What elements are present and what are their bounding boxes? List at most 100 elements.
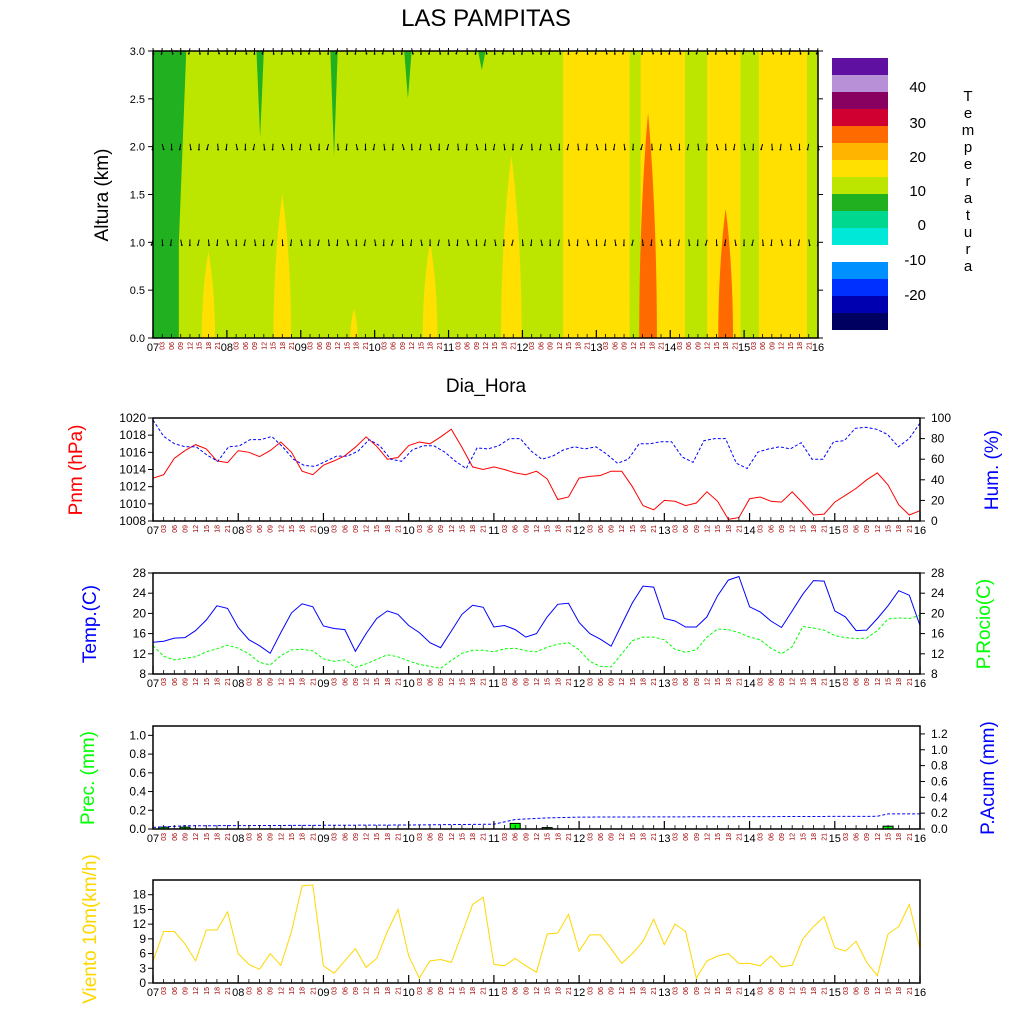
wind-arrow-head xyxy=(697,148,700,151)
wind-arrow-head xyxy=(614,244,617,247)
wind-arrow-head xyxy=(521,53,523,55)
wind-arrow xyxy=(503,143,506,150)
wind-arrow-head xyxy=(484,148,487,151)
wind-left-tick-label: 18 xyxy=(133,888,147,902)
wind-arrow-head xyxy=(732,148,735,151)
pressure-hour-label: 06 xyxy=(854,525,861,533)
pressure-day-label: 08 xyxy=(232,525,244,537)
wind-arrow-head xyxy=(466,53,469,55)
wind-arrow-head xyxy=(225,148,228,151)
wind-arrow xyxy=(779,143,782,150)
section-y-tick-label: 0.5 xyxy=(130,285,145,297)
precip-day-label: 08 xyxy=(232,833,244,845)
temperature-hour-label: 06 xyxy=(257,678,264,686)
wind-arrow-head xyxy=(550,148,553,151)
temperature-hour-label: 03 xyxy=(587,678,594,686)
warm-spikes xyxy=(201,113,734,338)
section-hour-label: 06 xyxy=(317,342,324,350)
wind-arrow-head xyxy=(335,52,338,55)
heatmap-cool-wedge xyxy=(153,51,187,338)
colorbar-label: 20 xyxy=(909,149,926,166)
precip-hour-label: 03 xyxy=(587,833,594,841)
precip-hour-label: 21 xyxy=(310,833,317,841)
pressure-hour-label: 18 xyxy=(811,525,818,533)
wind-arrow-head xyxy=(337,148,340,151)
precip-right-tick-label: 0.6 xyxy=(931,774,948,788)
wind-arrow-head xyxy=(815,52,818,55)
colorbar-title-letter: a xyxy=(964,258,973,275)
wind-arrow xyxy=(363,239,366,246)
precip-hour-label: 09 xyxy=(438,833,445,841)
precip-day-label: 16 xyxy=(914,833,926,845)
wind-hour-label: 06 xyxy=(427,987,434,995)
wind-arrow xyxy=(540,239,543,246)
pressure-day-label: 15 xyxy=(829,525,841,537)
wind-arrow xyxy=(337,143,339,150)
wind-arrow xyxy=(642,239,644,246)
wind-arrow-head xyxy=(594,53,597,55)
wind-arrow xyxy=(604,239,607,246)
wind-arrow-head xyxy=(448,244,451,247)
wind-arrow-head xyxy=(789,244,792,247)
temperature-left-tick-label: 16 xyxy=(133,627,147,641)
colorbar-swatch xyxy=(832,109,888,126)
pressure-hour-label: 15 xyxy=(374,525,381,533)
wind-hour-label: 18 xyxy=(385,987,392,995)
wind-arrow-head xyxy=(678,148,681,151)
wind-hour-label: 18 xyxy=(641,987,648,995)
wind-hour-label: 09 xyxy=(694,987,701,995)
section-hour-label: 09 xyxy=(326,342,333,350)
wind-arrow xyxy=(520,143,523,150)
wind-arrow-head xyxy=(356,148,359,151)
wind-hour-label: 12 xyxy=(364,987,371,995)
precip-hour-label: 09 xyxy=(779,833,786,841)
wind-arrow-head xyxy=(483,244,486,247)
temperature-right-tick-label: 16 xyxy=(931,627,945,641)
colorbar-swatch xyxy=(832,160,888,177)
pressure-day-label: 14 xyxy=(743,525,755,537)
pressure-hour-label: 18 xyxy=(470,525,477,533)
wind-arrow-head xyxy=(797,244,800,247)
wind-arrow-head xyxy=(558,148,561,151)
precip-hour-label: 15 xyxy=(204,833,211,841)
wind-arrow-head xyxy=(161,244,164,247)
section-hour-label: 09 xyxy=(769,342,776,350)
temperature-day-label: 12 xyxy=(573,678,585,690)
temperature-y-label: Temp.(C) xyxy=(80,585,101,663)
wind-hour-label: 09 xyxy=(864,987,871,995)
wind-arrow xyxy=(475,143,479,150)
section-y-tick-label: 0.0 xyxy=(130,333,145,345)
wind-arrow xyxy=(299,143,302,150)
temperature-hour-label: 03 xyxy=(332,678,339,686)
wind-hour-label: 09 xyxy=(182,987,189,995)
pressure-hour-label: 21 xyxy=(822,525,829,533)
wind-hour-label: 06 xyxy=(257,987,264,995)
wind-arrow xyxy=(511,239,514,246)
temperature-right-tick-label: 20 xyxy=(931,606,945,620)
wind-day-label: 14 xyxy=(743,987,755,999)
pressure-hour-label: 15 xyxy=(886,525,893,533)
precip-hour-label: 03 xyxy=(332,833,339,841)
temperature-hour-label: 09 xyxy=(268,678,275,686)
wind-arrow-head xyxy=(245,52,248,55)
pressure-hour-label: 21 xyxy=(396,525,403,533)
wind-arrow-head xyxy=(476,148,479,151)
wind-arrow-head xyxy=(272,53,275,55)
section-day-label: 16 xyxy=(812,342,824,354)
wind-arrow-head xyxy=(400,53,403,55)
wind-arrow-head xyxy=(401,244,404,247)
wind-arrow xyxy=(640,143,643,150)
wind-arrow-head xyxy=(456,244,459,247)
colorbar-title-letter: e xyxy=(964,105,972,122)
wind-arrow-head xyxy=(575,52,578,55)
wind-arrow-head xyxy=(467,244,470,246)
precip-left-tick-label: 1.0 xyxy=(129,728,146,742)
precip-right-tick-label: 0.4 xyxy=(931,790,948,804)
wind-arrow xyxy=(281,143,285,150)
colorbar-swatch xyxy=(832,126,888,143)
wind-arrow xyxy=(659,143,662,150)
wind-arrow xyxy=(271,239,274,246)
wind-arrow xyxy=(669,143,672,150)
wind-arrow-head xyxy=(532,52,534,55)
wind-arrow-head xyxy=(604,148,607,151)
